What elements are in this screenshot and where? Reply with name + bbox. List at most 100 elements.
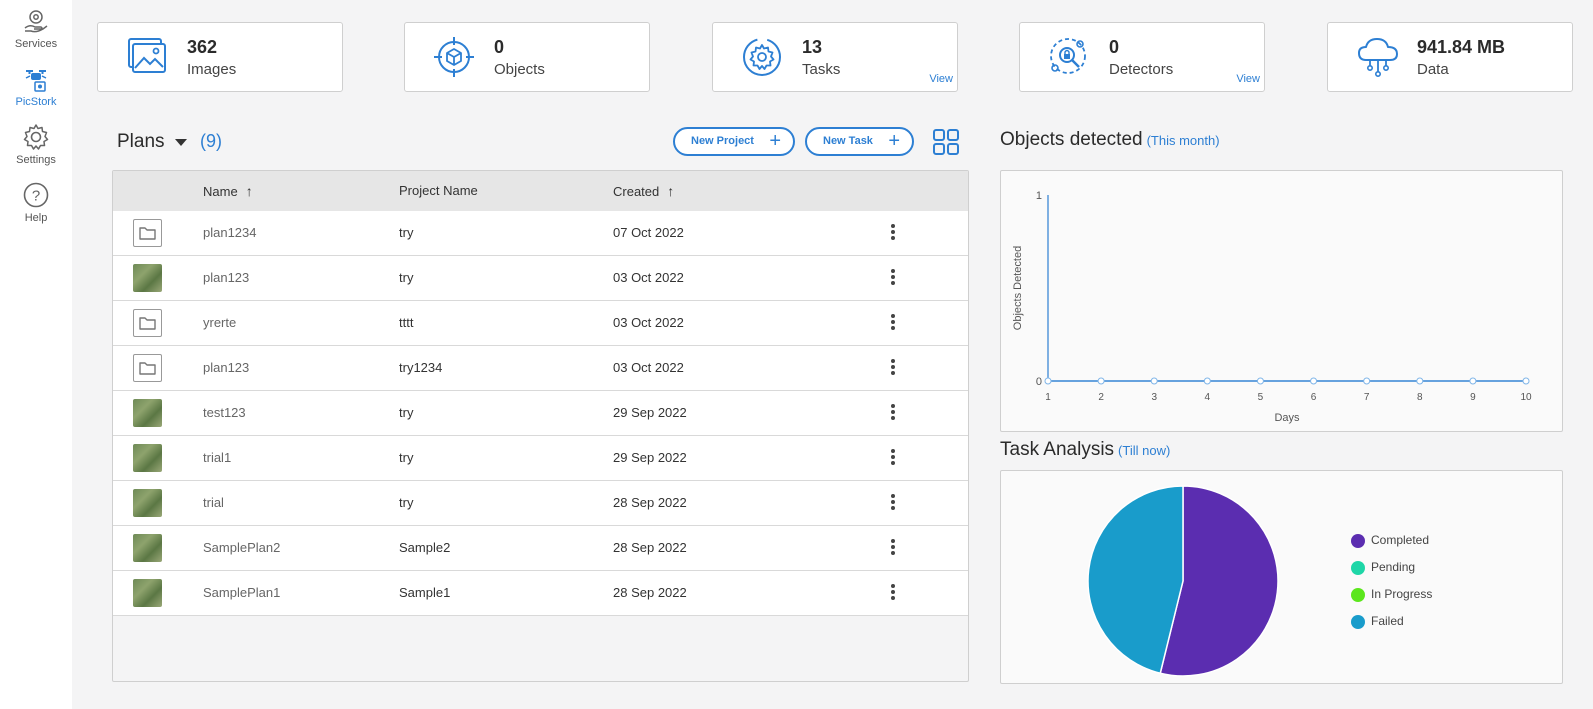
tasks-icon (743, 38, 781, 76)
pie-slice-completed (1159, 485, 1279, 677)
legend-label: Pending (1371, 560, 1416, 574)
help-icon: ? (23, 182, 49, 208)
detectors-icon (1050, 38, 1086, 74)
plan-name[interactable]: plan123 (203, 270, 250, 285)
sidebar-item-help[interactable]: ? Help (0, 180, 72, 224)
sidebar-item-label: Services (14, 38, 58, 50)
new-project-label: New Project (691, 135, 754, 147)
created-date: 29 Sep 2022 (613, 405, 687, 420)
data-point (1044, 377, 1052, 385)
created-date: 29 Sep 2022 (613, 450, 687, 465)
x-tick-label: 6 (1311, 392, 1317, 403)
images-icon (128, 38, 166, 73)
new-task-button[interactable]: New Task + (805, 127, 914, 156)
data-point (1469, 377, 1477, 385)
table-row[interactable]: SamplePlan1 Sample1 28 Sep 2022 (113, 571, 968, 616)
data-point (1363, 377, 1371, 385)
table-row[interactable]: trial try 28 Sep 2022 (113, 481, 968, 526)
plus-icon: + (769, 130, 781, 152)
more-options-icon[interactable] (890, 359, 896, 377)
task-analysis-title: Task Analysis (Till now) (1000, 439, 1170, 461)
y-tick-label: 1 (1036, 190, 1042, 202)
plans-title: Plans (117, 131, 165, 152)
more-options-icon[interactable] (890, 584, 896, 602)
sidebar-item-label: Settings (16, 154, 56, 166)
plans-table: Name ↑ Project Name Created ↑ plan1234 try 0… (112, 170, 969, 682)
plan-name[interactable]: SamplePlan2 (203, 540, 281, 555)
column-header-name[interactable]: Name ↑ (203, 183, 253, 199)
folder-icon (133, 354, 162, 382)
column-header-created[interactable]: Created ↑ (613, 183, 674, 199)
data-point (1203, 377, 1211, 385)
table-row[interactable]: SamplePlan2 Sample2 28 Sep 2022 (113, 526, 968, 571)
view-detectors-link[interactable]: View (1236, 73, 1260, 85)
plan-thumbnail (133, 264, 162, 292)
pie-slice-failed (1087, 485, 1184, 675)
data-point (1256, 377, 1264, 385)
project-name: try (399, 405, 414, 420)
table-row[interactable]: plan123 try 03 Oct 2022 (113, 256, 968, 301)
sidebar-item-picstork[interactable]: PicStork (0, 64, 72, 108)
sidebar: Services PicStork Settings ? Help (0, 0, 72, 709)
column-header-project: Project Name (399, 183, 478, 198)
project-name: Sample2 (399, 540, 451, 555)
stat-card-objects: 0 Objects (404, 22, 650, 92)
legend-color-dot (1351, 561, 1365, 575)
stat-card-data: 941.84 MB Data (1327, 22, 1573, 92)
plan-name[interactable]: test123 (203, 405, 246, 420)
grid-view-icon[interactable] (933, 129, 959, 155)
project-name: Sample1 (399, 585, 451, 600)
new-project-button[interactable]: New Project + (673, 127, 795, 156)
created-date: 28 Sep 2022 (613, 585, 687, 600)
column-label: Name (203, 184, 238, 199)
data-point (1150, 377, 1158, 385)
stat-label: Data (1417, 61, 1449, 78)
folder-icon (133, 309, 162, 337)
legend-item: Pending (1351, 560, 1416, 575)
legend-label: Failed (1371, 614, 1404, 628)
table-row[interactable]: plan1234 try 07 Oct 2022 (113, 211, 968, 256)
view-tasks-link[interactable]: View (929, 73, 953, 85)
more-options-icon[interactable] (890, 269, 896, 287)
section-subtitle: (Till now) (1118, 443, 1171, 458)
column-label: Created (613, 184, 660, 199)
sidebar-item-services[interactable]: Services (0, 6, 72, 50)
created-date: 28 Sep 2022 (613, 540, 687, 555)
plan-name[interactable]: yrerte (203, 315, 237, 330)
legend-item: In Progress (1351, 587, 1433, 602)
section-title-text: Objects detected (1000, 129, 1143, 150)
more-options-icon[interactable] (890, 404, 896, 422)
more-options-icon[interactable] (890, 449, 896, 467)
legend-label: In Progress (1371, 587, 1433, 601)
plan-name[interactable]: plan123 (203, 360, 250, 375)
table-row[interactable]: yrerte tttt 03 Oct 2022 (113, 301, 968, 346)
more-options-icon[interactable] (890, 314, 896, 332)
stat-card-detectors: 0 Detectors View (1019, 22, 1265, 92)
stat-card-tasks: 13 Tasks View (712, 22, 958, 92)
plans-dropdown-caret[interactable] (175, 139, 187, 146)
x-tick-label: 4 (1205, 392, 1211, 403)
plan-thumbnail (133, 489, 162, 517)
objects-icon (434, 37, 474, 77)
more-options-icon[interactable] (890, 539, 896, 557)
more-options-icon[interactable] (890, 494, 896, 512)
table-row[interactable]: plan123 try1234 03 Oct 2022 (113, 346, 968, 391)
sidebar-item-settings[interactable]: Settings (0, 122, 72, 166)
project-name: try (399, 270, 414, 285)
table-row[interactable]: test123 try 29 Sep 2022 (113, 391, 968, 436)
plan-name[interactable]: SamplePlan1 (203, 585, 281, 600)
plan-name[interactable]: plan1234 (203, 225, 257, 240)
stat-label: Objects (494, 61, 545, 78)
x-tick-label: 2 (1098, 392, 1104, 403)
gear-icon (23, 124, 49, 150)
plan-name[interactable]: trial (203, 495, 224, 510)
data-point (1416, 377, 1424, 385)
plan-thumbnail (133, 579, 162, 607)
project-name: try (399, 450, 414, 465)
more-options-icon[interactable] (890, 224, 896, 242)
legend-color-dot (1351, 534, 1365, 548)
plan-name[interactable]: trial1 (203, 450, 232, 465)
stat-label: Tasks (802, 61, 841, 78)
table-row[interactable]: trial1 try 29 Sep 2022 (113, 436, 968, 481)
